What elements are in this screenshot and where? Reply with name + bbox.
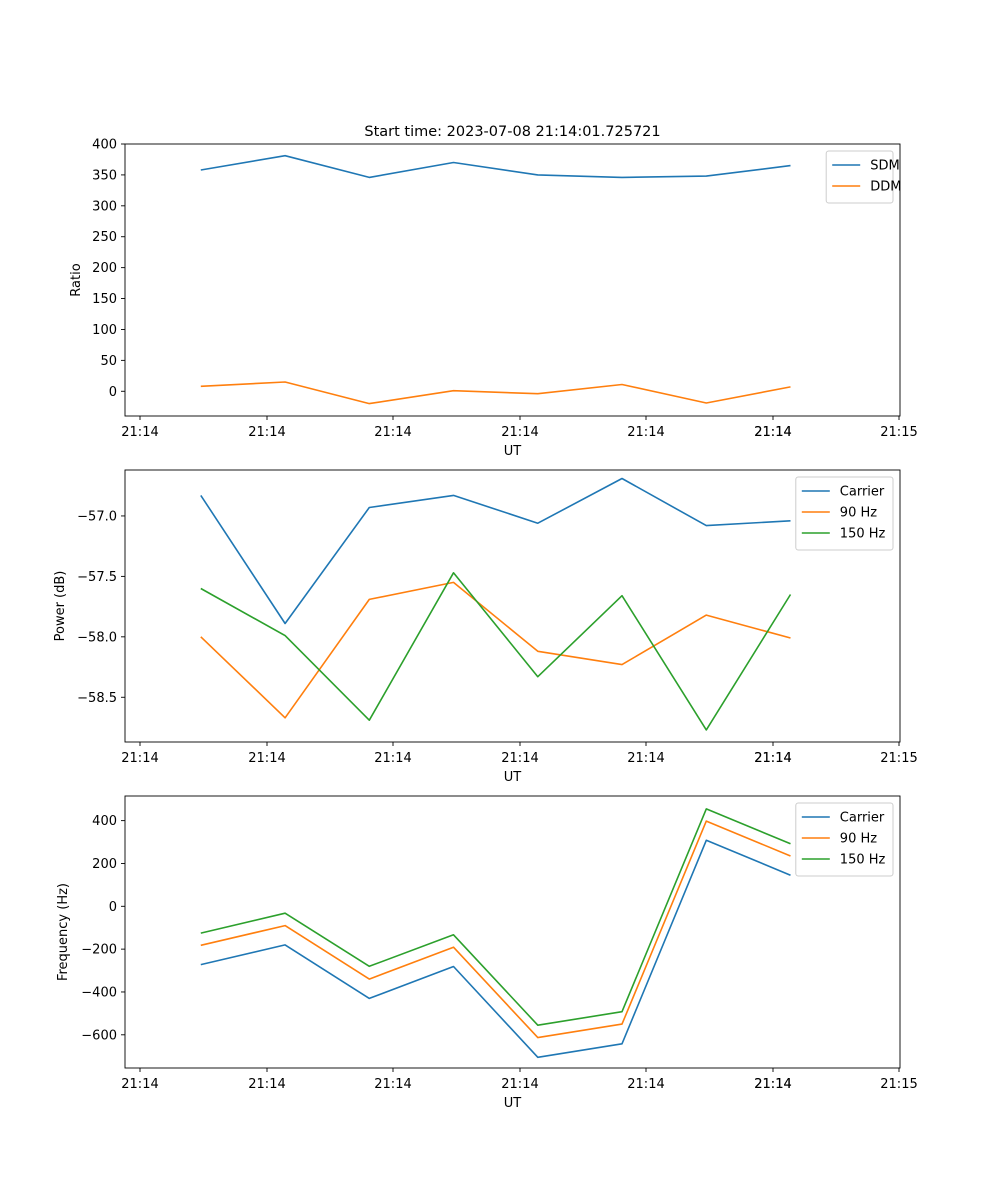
x-tick-label: 21:14 <box>627 1077 664 1092</box>
x-tick-label: 21:15 <box>880 1077 917 1092</box>
y-tick-label: 200 <box>92 857 117 872</box>
legend: SDM DDM <box>825 150 901 204</box>
legend-label: Carrier <box>840 811 885 826</box>
y-tick-label: 0 <box>109 385 117 400</box>
x-tick-label: 21:14 <box>627 425 664 440</box>
legend-label: 150 Hz <box>840 853 886 868</box>
legend: Carrier 90 Hz 150 Hz <box>795 476 894 551</box>
y-axis-label: Frequency (Hz) <box>56 883 71 981</box>
y-tick-label: −57.5 <box>77 570 117 585</box>
x-tick-label: 21:14 <box>501 425 538 440</box>
x-tick-label: 21:15 <box>880 425 917 440</box>
x-tick-label: 21:14 <box>121 1077 158 1092</box>
y-tick-label: 350 <box>92 168 117 183</box>
x-tick-label: 21:14 <box>754 1077 791 1092</box>
x-tick-label: 21:14 <box>374 425 411 440</box>
y-tick-label: 300 <box>92 199 117 214</box>
y-tick-label: 400 <box>92 814 117 829</box>
series-line-carrier <box>200 839 791 1059</box>
legend-label: 90 Hz <box>840 832 877 847</box>
legend-label: DDM <box>870 180 901 195</box>
x-axis-label: UT <box>504 444 522 459</box>
x-tick-label: 21:14 <box>754 751 791 766</box>
y-tick-label: −400 <box>81 985 117 1000</box>
y-tick-label: 400 <box>92 138 117 153</box>
x-tick-label: 21:14 <box>374 751 411 766</box>
y-tick-label: −57.0 <box>77 509 117 524</box>
x-tick-label: 21:14 <box>627 751 664 766</box>
x-tick-label: 21:14 <box>754 1077 791 1092</box>
y-tick-label: 50 <box>100 354 117 369</box>
y-tick-label: 200 <box>92 261 117 276</box>
x-tick-label: 21:14 <box>248 1077 285 1092</box>
legend-box <box>795 476 894 551</box>
y-tick-label: −58.5 <box>77 691 117 706</box>
axes-frame <box>124 469 901 743</box>
series-line-sdm <box>200 154 791 179</box>
y-axis-label: Ratio <box>69 263 84 296</box>
y-tick-label: 250 <box>92 230 117 245</box>
figure-title: Start time: 2023-07-08 21:14:01.725721 <box>364 124 660 140</box>
x-axis-label: UT <box>504 770 522 785</box>
x-tick-label: 21:14 <box>248 751 285 766</box>
x-tick-label: 21:14 <box>501 751 538 766</box>
legend-label: 150 Hz <box>840 527 886 542</box>
legend-box <box>825 150 894 204</box>
y-tick-label: −200 <box>81 943 117 958</box>
legend-label: 90 Hz <box>840 506 877 521</box>
series-line-90-hz <box>200 581 791 719</box>
axes-frame <box>124 795 901 1069</box>
x-tick-label: 21:14 <box>501 1077 538 1092</box>
series-line-carrier <box>200 477 791 625</box>
x-tick-label: 21:14 <box>374 1077 411 1092</box>
y-tick-label: 0 <box>109 900 117 915</box>
x-tick-label: 21:14 <box>121 425 158 440</box>
y-axis-label: Power (dB) <box>53 571 68 642</box>
x-tick-label: 21:15 <box>880 751 917 766</box>
series-line-150-hz <box>200 808 791 1026</box>
x-tick-label: 21:14 <box>121 751 158 766</box>
x-tick-label: 21:14 <box>248 425 285 440</box>
legend-box <box>795 802 894 877</box>
x-tick-label: 21:14 <box>754 751 791 766</box>
axes-frame <box>124 143 901 417</box>
series-line-150-hz <box>200 571 792 731</box>
x-axis-label: UT <box>504 1096 522 1111</box>
legend-label: Carrier <box>840 485 885 500</box>
y-tick-label: −600 <box>81 1028 117 1043</box>
legend-label: SDM <box>870 159 899 174</box>
y-tick-label: −58.0 <box>77 630 117 645</box>
series-line-90-hz <box>200 820 791 1039</box>
x-tick-label: 21:14 <box>754 425 791 440</box>
y-tick-label: 100 <box>92 323 117 338</box>
y-tick-label: 150 <box>92 292 117 307</box>
x-tick-label: 21:14 <box>754 425 791 440</box>
legend: Carrier 90 Hz 150 Hz <box>795 802 894 877</box>
series-line-ddm <box>200 381 791 405</box>
